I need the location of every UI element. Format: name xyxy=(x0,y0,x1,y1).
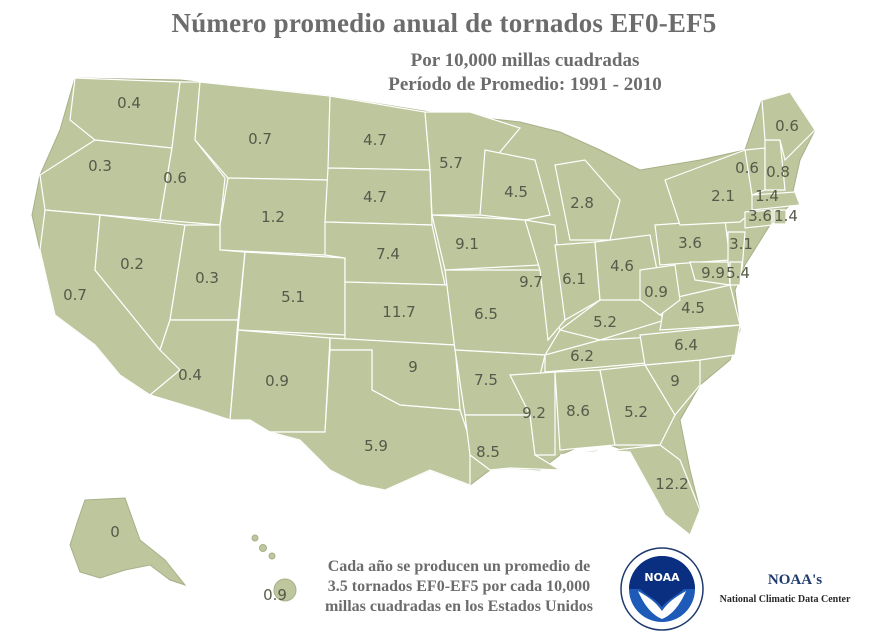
value-mn: 5.7 xyxy=(439,154,463,172)
state-wv xyxy=(639,264,681,316)
state-mo xyxy=(444,269,561,356)
value-fl: 12.2 xyxy=(655,475,689,493)
value-ct: 3.6 xyxy=(748,207,772,225)
footnote-line-3: millas cuadradas en los Estados Unidos xyxy=(324,598,594,615)
value-hi: 0.9 xyxy=(263,586,287,604)
value-ut: 0.3 xyxy=(195,269,219,287)
value-nm: 0.9 xyxy=(265,372,289,390)
state-mi xyxy=(554,159,621,241)
value-oh: 4.6 xyxy=(610,257,634,275)
credit-center: National Climatic Data Center xyxy=(719,594,851,605)
value-ca: 0.7 xyxy=(63,286,87,304)
map-title: Número promedio anual de tornados EF0-EF… xyxy=(171,8,717,38)
state-va xyxy=(659,284,741,331)
value-me: 0.6 xyxy=(775,117,799,135)
state-ct xyxy=(744,209,773,229)
state-me xyxy=(761,91,816,162)
value-ok: 9 xyxy=(408,358,418,376)
value-sc: 9 xyxy=(670,372,680,390)
value-tn: 6.2 xyxy=(570,347,594,365)
noaa-logo-text: NOAA xyxy=(644,571,680,584)
state-tx xyxy=(269,349,471,491)
value-ms: 9.2 xyxy=(522,404,546,422)
value-id: 0.6 xyxy=(163,169,187,187)
value-va: 4.5 xyxy=(681,299,705,317)
value-ar: 7.5 xyxy=(474,371,498,389)
value-nc: 6.4 xyxy=(674,336,698,354)
value-ak: 0 xyxy=(110,523,120,541)
footnote-line-1: Cada año se producen un promedio de xyxy=(327,558,591,575)
map-subtitle-units: Por 10,000 millas cuadradas xyxy=(410,50,640,71)
value-il: 9.7 xyxy=(519,273,543,291)
value-al: 8.6 xyxy=(566,402,590,420)
state-il xyxy=(524,219,566,342)
value-md: 9.9 xyxy=(701,264,725,282)
state-wi xyxy=(479,149,551,221)
state-ia xyxy=(431,214,541,271)
footnote-line-2: 3.5 tornados EF0-EF5 por cada 10,000 xyxy=(327,578,591,595)
value-mi: 2.8 xyxy=(570,194,594,212)
value-la: 8.5 xyxy=(476,443,500,461)
state-ri xyxy=(773,209,787,225)
value-or: 0.3 xyxy=(88,157,112,175)
value-ky: 5.2 xyxy=(593,313,617,331)
value-ga: 5.2 xyxy=(624,403,648,421)
value-vt: 0.6 xyxy=(735,159,759,177)
value-mt: 0.7 xyxy=(248,130,272,148)
value-tx: 5.9 xyxy=(364,437,388,455)
value-wv: 0.9 xyxy=(644,283,668,301)
state-ms xyxy=(509,371,556,456)
state-az xyxy=(148,319,239,421)
state-ak xyxy=(69,497,187,587)
credit-org: NOAA's xyxy=(767,572,823,588)
value-nj: 3.1 xyxy=(729,235,753,253)
state-ma xyxy=(751,191,801,211)
value-ia: 9.1 xyxy=(455,235,479,253)
state-nj xyxy=(727,231,746,271)
value-mo: 6.5 xyxy=(474,305,498,323)
map-subtitle-period: Período de Promedio: 1991 - 2010 xyxy=(388,74,662,95)
value-in: 6.1 xyxy=(562,270,586,288)
value-ny: 2.1 xyxy=(711,187,735,205)
state-ga xyxy=(599,364,676,446)
value-nh: 0.8 xyxy=(766,163,790,181)
value-nd: 4.7 xyxy=(363,131,387,149)
value-de: 5.4 xyxy=(726,264,750,282)
value-wy: 1.2 xyxy=(261,208,285,226)
state-fl xyxy=(559,444,701,536)
state-nc xyxy=(639,324,741,366)
state-wy xyxy=(219,177,329,256)
value-sd: 4.7 xyxy=(363,188,387,206)
noaa-logo-icon: NOAA xyxy=(620,547,704,631)
value-co: 5.1 xyxy=(281,288,305,306)
value-ri: 1.4 xyxy=(774,207,798,225)
value-ne: 7.4 xyxy=(376,245,400,263)
footnote: Cada año se producen un promedio de 3.5 … xyxy=(300,557,618,617)
value-ks: 11.7 xyxy=(382,303,416,321)
state-hi xyxy=(251,534,297,602)
value-az: 0.4 xyxy=(178,366,202,384)
value-nv: 0.2 xyxy=(120,255,144,273)
value-pa: 3.6 xyxy=(678,234,702,252)
state-de xyxy=(729,261,743,286)
value-ma: 1.4 xyxy=(755,187,779,205)
value-wi: 4.5 xyxy=(504,183,528,201)
value-wa: 0.4 xyxy=(117,94,141,112)
